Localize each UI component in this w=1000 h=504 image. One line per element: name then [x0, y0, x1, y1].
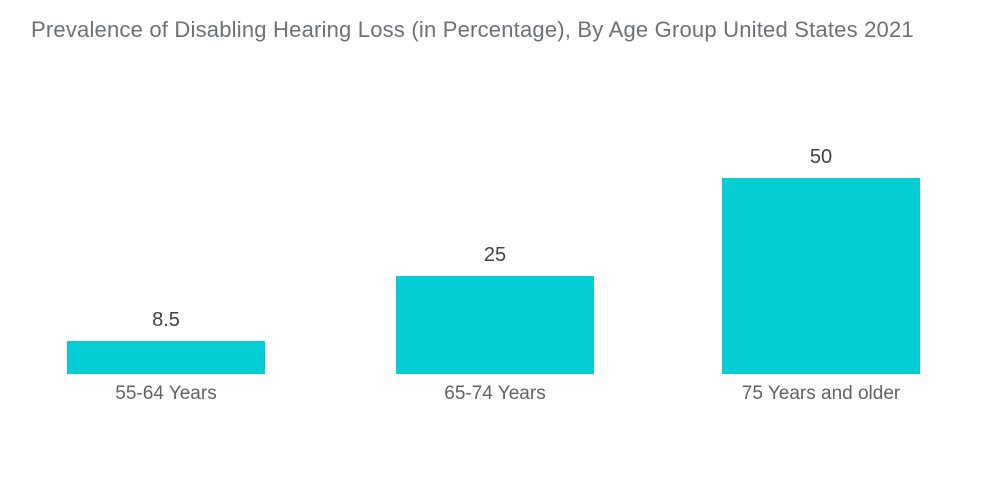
bar-75-years-and-older — [722, 178, 920, 374]
bar-group-75-older: 50 75 Years and older — [722, 145, 920, 404]
value-label: 25 — [483, 244, 507, 266]
bar-65-74-years — [396, 276, 594, 374]
category-label: 75 Years and older — [741, 383, 901, 404]
category-label: 65-74 Years — [444, 383, 546, 404]
bar-group-65-74: 25 65-74 Years — [396, 243, 594, 404]
category-label: 55-64 Years — [115, 383, 217, 404]
bar-55-64-years — [67, 341, 265, 374]
plot-area: 8.5 55-64 Years 25 65-74 Years 50 75 Yea… — [0, 70, 1000, 504]
bar-group-55-64: 8.5 55-64 Years — [67, 308, 265, 404]
chart-title: Prevalence of Disabling Hearing Loss (in… — [31, 17, 914, 42]
value-label: 50 — [809, 146, 833, 168]
value-label: 8.5 — [152, 309, 180, 331]
